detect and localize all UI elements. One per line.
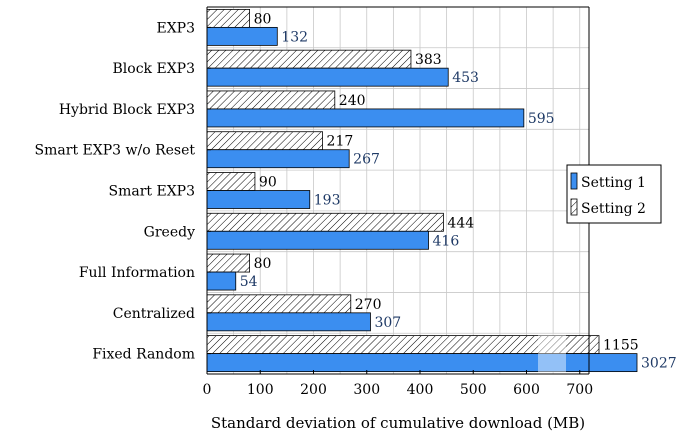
- data-label-setting-2: 444: [447, 215, 474, 231]
- x-tick-label: 300: [353, 382, 380, 398]
- category-label: Full Information: [79, 265, 195, 281]
- bar-setting-1: [206, 230, 429, 250]
- legend: Setting 1 Setting 2: [566, 164, 662, 224]
- legend-label-setting-1: Setting 1: [581, 175, 646, 191]
- category-label: Smart EXP3 w/o Reset: [35, 143, 196, 159]
- bar-setting-1: [206, 271, 237, 291]
- data-label-setting-1: 54: [240, 274, 258, 290]
- bar-setting-2: [206, 172, 256, 191]
- legend-label-setting-2: Setting 2: [581, 201, 646, 217]
- x-tick-label: 500: [460, 382, 487, 398]
- bar-setting-2: [206, 90, 336, 110]
- data-label-setting-2: 1155: [603, 338, 639, 354]
- data-label-setting-2: 217: [327, 134, 354, 150]
- data-label-setting-1: 267: [353, 152, 380, 168]
- bar-setting-1: [206, 67, 449, 87]
- data-label-setting-2: 80: [254, 256, 272, 272]
- data-labels: 80 132 EXP3 383 453 Block EXP3 240 595 Hybrid Bl…: [35, 11, 676, 371]
- bar-setting-1: [206, 108, 525, 128]
- bar-setting-1: [206, 149, 350, 169]
- bar-setting-2: [206, 8, 250, 28]
- axes: 0 100 200 300 400 500 600 700: [203, 6, 593, 398]
- data-label-setting-2: 80: [254, 11, 272, 27]
- bar-setting-2: [206, 253, 250, 273]
- data-label-setting-1: 307: [374, 315, 401, 331]
- bar-setting-2: [206, 212, 444, 232]
- category-label: Hybrid Block EXP3: [59, 102, 195, 118]
- x-axis-label: Standard deviation of cumulative downloa…: [211, 414, 585, 432]
- legend-swatch-setting-2: [570, 198, 578, 216]
- bar-setting-1: [206, 26, 278, 46]
- data-label-setting-1: 595: [528, 111, 555, 127]
- data-label-setting-1: 3027: [641, 356, 676, 372]
- axis-break-mark: [538, 333, 566, 374]
- data-label-setting-2: 240: [339, 93, 366, 109]
- data-label-setting-1: 132: [281, 29, 308, 45]
- bar-setting-1: [206, 353, 638, 373]
- category-label: EXP3: [156, 20, 195, 36]
- bar-setting-1: [206, 312, 371, 332]
- data-label-setting-1: 453: [452, 70, 479, 86]
- x-tick-label: 400: [407, 382, 434, 398]
- bar-setting-1: [206, 190, 311, 209]
- legend-swatch-setting-1: [570, 172, 578, 190]
- data-label-setting-2: 90: [259, 175, 277, 191]
- bars: [206, 8, 638, 374]
- legend-box: [566, 164, 662, 224]
- x-tick-label: 600: [513, 382, 540, 398]
- x-tick-label: 100: [247, 382, 274, 398]
- bar-setting-2: [206, 49, 412, 69]
- data-label-setting-2: 270: [355, 297, 382, 313]
- data-label-setting-2: 383: [415, 52, 442, 68]
- category-label: Smart EXP3: [109, 184, 196, 200]
- x-tick-label: 200: [300, 382, 327, 398]
- x-tick-label: 700: [566, 382, 593, 398]
- data-label-setting-1: 193: [314, 193, 341, 209]
- category-label: Greedy: [144, 224, 195, 240]
- x-tick-label: 0: [203, 382, 212, 398]
- bar-setting-2: [206, 131, 323, 151]
- bar-setting-2: [206, 294, 352, 314]
- category-label: Fixed Random: [92, 347, 195, 363]
- category-label: Block EXP3: [113, 61, 195, 77]
- data-label-setting-1: 416: [433, 233, 460, 249]
- category-label: Centralized: [113, 306, 195, 322]
